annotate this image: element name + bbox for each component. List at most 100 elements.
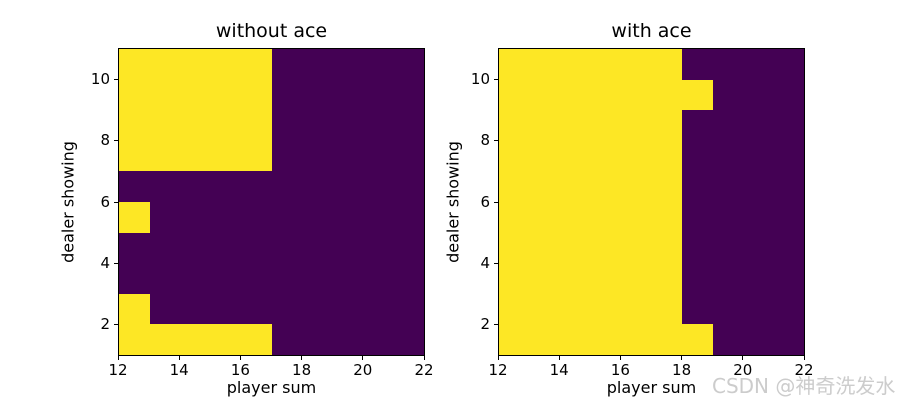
heatmap-cell <box>271 324 302 355</box>
heatmap-cell <box>743 171 774 202</box>
x-tick-label: 18 <box>292 361 312 379</box>
heatmap-cell <box>682 49 713 80</box>
heatmap-cell <box>119 49 150 80</box>
heatmap-cell <box>393 79 424 111</box>
heatmap-cell <box>393 49 424 80</box>
heatmap-cell <box>271 49 302 80</box>
heatmap-cell <box>271 171 302 202</box>
heatmap-cell <box>271 293 302 325</box>
axes-with-ace <box>498 48 805 356</box>
heatmap-cell <box>271 140 302 172</box>
heatmap-cell <box>529 140 560 172</box>
heatmap-cell <box>529 324 560 355</box>
heatmap-cell <box>302 293 333 325</box>
heatmap-cell <box>332 324 363 355</box>
y-tick-mark <box>494 140 498 142</box>
y-tick-mark <box>114 262 118 264</box>
heatmap-cell <box>651 140 682 172</box>
heatmap-cell <box>590 293 621 325</box>
heatmap-cell <box>712 293 743 325</box>
heatmap-cell <box>180 171 211 202</box>
heatmap-cell <box>119 232 150 264</box>
heatmap-cell <box>651 232 682 264</box>
x-tick-mark <box>362 356 364 360</box>
y-tick-label: 8 <box>480 131 490 150</box>
heatmap-cell <box>773 49 804 80</box>
heatmap-cell <box>210 232 241 264</box>
heatmap-cell <box>149 263 180 294</box>
heatmap-cell <box>590 49 621 80</box>
heatmap-cell <box>393 293 424 325</box>
heatmap-cell <box>621 202 652 233</box>
x-tick-label: 14 <box>169 361 189 379</box>
heatmap-cell <box>241 171 272 202</box>
heatmap-cell <box>149 293 180 325</box>
heatmap-cell <box>621 293 652 325</box>
heatmap-cell <box>590 171 621 202</box>
heatmap-cell <box>651 293 682 325</box>
heatmap-cell <box>210 171 241 202</box>
heatmap-cell <box>712 79 743 111</box>
heatmap-with-ace <box>499 49 804 355</box>
heatmap-cell <box>210 110 241 141</box>
heatmap-cell <box>393 263 424 294</box>
heatmap-cell <box>363 263 394 294</box>
heatmap-cell <box>499 140 530 172</box>
heatmap-cell <box>651 79 682 111</box>
heatmap-cell <box>743 49 774 80</box>
heatmap-cell <box>499 110 530 141</box>
heatmap-cell <box>119 171 150 202</box>
heatmap-cell <box>332 202 363 233</box>
heatmap-cell <box>560 79 591 111</box>
heatmap-cell <box>302 140 333 172</box>
y-tick-mark <box>114 201 118 203</box>
x-axis-label-with-ace: player sum <box>606 378 697 397</box>
heatmap-cell <box>363 232 394 264</box>
heatmap-cell <box>149 171 180 202</box>
x-tick-mark <box>497 356 499 360</box>
heatmap-cell <box>712 110 743 141</box>
heatmap-cell <box>393 140 424 172</box>
heatmap-cell <box>180 79 211 111</box>
heatmap-cell <box>743 140 774 172</box>
y-tick-label: 2 <box>480 315 490 334</box>
heatmap-cell <box>529 293 560 325</box>
heatmap-cell <box>712 232 743 264</box>
heatmap-cell <box>529 79 560 111</box>
heatmap-cell <box>149 324 180 355</box>
heatmap-cell <box>621 110 652 141</box>
heatmap-cell <box>651 324 682 355</box>
x-tick-label: 20 <box>353 361 373 379</box>
heatmap-cell <box>651 171 682 202</box>
heatmap-cell <box>773 110 804 141</box>
heatmap-cell <box>682 293 713 325</box>
heatmap-cell <box>682 140 713 172</box>
heatmap-cell <box>499 232 530 264</box>
heatmap-cell <box>180 232 211 264</box>
heatmap-cell <box>241 140 272 172</box>
plot-title-without-ace: without ace <box>215 20 328 42</box>
heatmap-cell <box>529 49 560 80</box>
heatmap-cell <box>302 232 333 264</box>
heatmap-cell <box>560 171 591 202</box>
heatmap-cell <box>743 202 774 233</box>
y-tick-label: 2 <box>100 315 110 334</box>
x-tick-label: 12 <box>108 361 128 379</box>
heatmap-cell <box>241 293 272 325</box>
heatmap-cell <box>332 110 363 141</box>
heatmap-cell <box>712 202 743 233</box>
x-tick-mark <box>558 356 560 360</box>
y-tick-label: 4 <box>100 253 110 272</box>
y-tick-mark <box>114 140 118 142</box>
heatmap-cell <box>743 293 774 325</box>
heatmap-cell <box>180 110 211 141</box>
heatmap-cell <box>773 202 804 233</box>
heatmap-cell <box>271 110 302 141</box>
heatmap-cell <box>241 324 272 355</box>
heatmap-cell <box>302 171 333 202</box>
heatmap-cell <box>332 263 363 294</box>
heatmap-cell <box>241 110 272 141</box>
heatmap-cell <box>210 324 241 355</box>
heatmap-cell <box>363 324 394 355</box>
y-tick-mark <box>494 262 498 264</box>
